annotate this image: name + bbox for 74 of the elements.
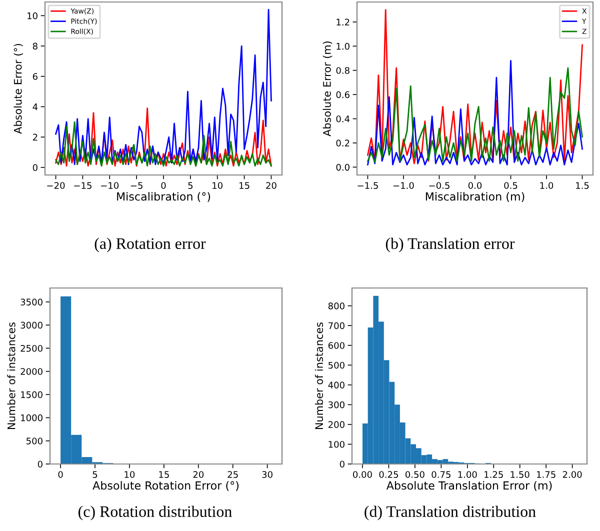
y-tick-label: 1000 [21,414,42,422]
x-tick-label: 0.25 [379,471,398,478]
y-tick-label: 2000 [20,368,42,375]
x-tick-label: 15 [240,182,250,189]
x-axis-title: Miscalibration (°) [117,192,210,202]
y-tick-label: 8 [32,42,38,50]
x-tick-label: 10 [212,182,223,189]
text: (a) Rotation error [94,238,206,252]
y-tick-label: 0.4 [336,115,350,122]
x-tick-label: −15 [74,182,92,189]
x-tick-label: 15 [159,471,169,478]
x-tick-label: 5 [188,182,193,189]
x-tick-label: 0.0 [468,182,482,189]
x-axis-title: Miscalibration (m) [426,192,524,202]
x-tick-label: −0.5 [429,182,450,189]
y-tick-label: 4 [32,104,38,110]
x-tick-label: 0.5 [504,182,518,189]
x-tick-label: 30 [262,471,272,478]
y-tick-label: 6 [32,73,38,80]
y-tick-label: 1.0 [336,42,350,50]
x-tick-label: 0.00 [353,471,372,478]
x-tick-label: 1.00 [458,471,477,478]
x-tick-label: −20 [47,182,65,189]
x-tick-label: 20 [193,471,204,478]
x-tick-label: 1.5 [576,182,589,189]
y-tick-label: 1.2 [336,18,350,26]
x-tick-label: 1.50 [510,471,530,478]
x-tick-label: 0.75 [432,471,450,478]
y-axis-title: Number of instances [7,322,16,430]
x-tick-label: 0 [58,471,63,478]
y-tick-label: 600 [328,342,344,349]
y-tick-label: 0 [38,460,42,468]
y-tick-label: 400 [328,382,344,388]
x-tick-label: 1.75 [537,471,556,478]
x-tick-label: 1.25 [484,471,503,478]
x-tick-label: 1.0 [540,182,554,189]
text: (c) Rotation distribution [78,506,232,520]
y-tick-label: 0 [340,460,344,468]
x-tick-label: 25 [228,471,238,478]
x-tick-label: 20 [266,182,276,189]
text: (b) Translation error [386,238,515,252]
y-tick-label: 200 [328,421,344,428]
y-tick-label: 3500 [20,298,42,306]
x-tick-label: −5 [130,182,142,189]
y-tick-label: 500 [328,362,344,369]
y-tick-label: 2 [32,134,38,140]
y-tick-label: 800 [328,302,344,310]
y-tick-label: 0.8 [336,67,350,74]
x-tick-label: −1.0 [393,182,414,189]
y-tick-label: 300 [328,401,344,408]
y-tick-label: 100 [328,440,344,448]
y-tick-label: 2500 [20,344,42,352]
x-tick-label: 0 [161,182,166,189]
y-axis-title: Absolute Error (°) [14,44,23,134]
x-tick-label: 5 [92,471,98,478]
y-tick-label: 0.6 [336,91,350,98]
y-axis-title: Number of instances [314,322,324,430]
y-tick-label: 0.0 [336,164,350,171]
x-tick-label: 2.00 [562,471,582,478]
x-axis-title: Absolute Rotation Error (°) [92,481,239,491]
y-tick-label: 0 [32,164,38,171]
x-tick-label: −10 [101,182,119,189]
y-tick-label: 10 [28,12,38,20]
x-tick-label: −1.5 [358,182,378,189]
x-tick-label: 10 [124,471,135,478]
y-tick-label: 3000 [20,322,42,329]
y-axis-title: Absolute Error (m) [322,41,332,136]
y-tick-label: 500 [26,438,42,444]
x-tick-label: 0.50 [405,471,424,478]
y-tick-label: 0.2 [336,140,350,146]
x-axis-title: Absolute Translation Error (m) [386,481,552,491]
y-tick-label: 700 [328,322,344,330]
text: (d) Translation distribution [364,506,536,520]
y-tick-label: 1500 [21,391,42,398]
